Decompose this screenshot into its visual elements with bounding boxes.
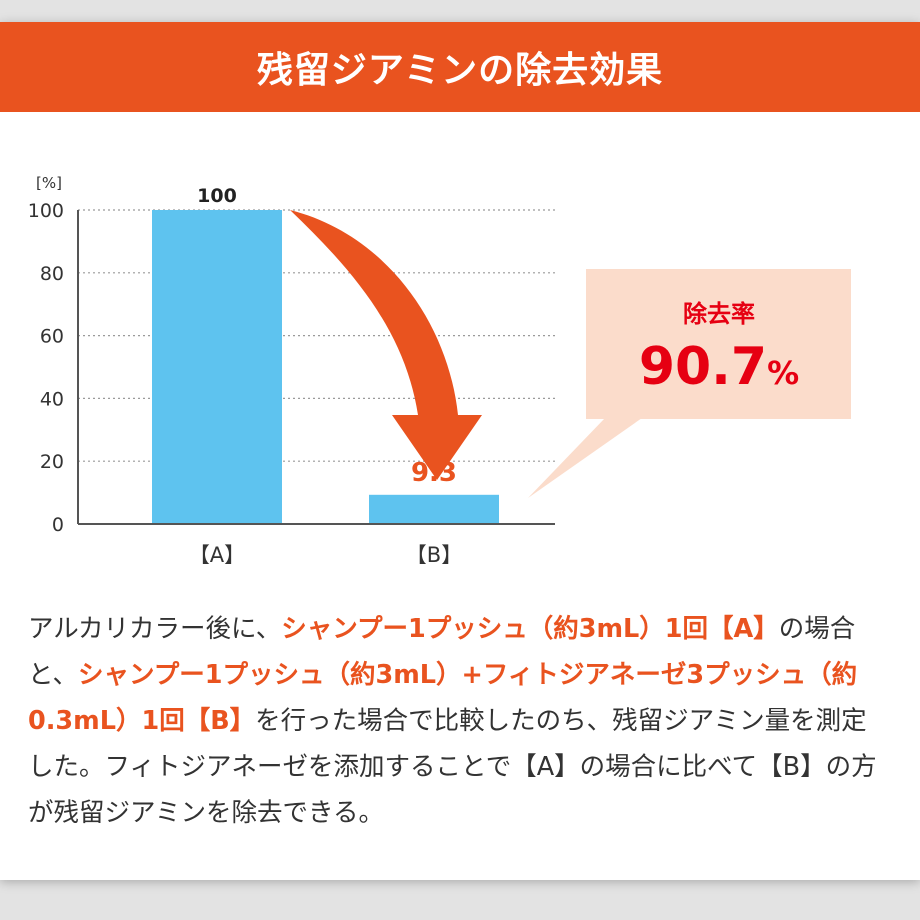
y-tick-label: 20 [40, 451, 64, 473]
highlighted-text: シャンプー1プッシュ（約3mL）+フィトジアネーゼ3プッシュ（約0.3mL）1回… [28, 660, 858, 736]
removal-rate-label: 除去率 [683, 300, 755, 328]
bar-0 [152, 210, 282, 524]
removal-rate-unit: % [767, 354, 799, 392]
title-banner: 残留ジアミンの除去効果 [0, 22, 920, 112]
y-tick-label: 60 [40, 326, 64, 348]
y-tick-labels: 0 20 40 60 80 100 [28, 200, 64, 536]
y-tick-label: 100 [28, 200, 64, 222]
removal-rate-value: 90.7% [639, 337, 799, 397]
removal-rate-callout [586, 269, 851, 419]
y-tick-label: 80 [40, 263, 64, 285]
x-tick-label: 【B】 [406, 543, 462, 567]
x-tick-labels: 【A】 【B】 [189, 543, 462, 567]
callout-pointer [528, 418, 642, 498]
grid-lines [78, 209, 555, 462]
y-unit-label: [%] [36, 174, 62, 192]
bars [152, 210, 499, 524]
bar-1 [369, 494, 499, 524]
y-tick-label: 0 [52, 514, 64, 536]
reduction-arrow [290, 210, 482, 480]
description-segment: アルカリカラー後に、 [28, 614, 282, 644]
y-tick-label: 40 [40, 388, 64, 410]
description-text: アルカリカラー後に、シャンプー1プッシュ（約3mL）1回【A】の場合と、シャンプ… [28, 606, 892, 836]
data-label: 100 [197, 185, 237, 207]
description-segment: の場合と、 [28, 614, 856, 690]
highlighted-text: シャンプー1プッシュ（約3mL）1回【A】 [281, 614, 779, 644]
description-segment: を行った場合で比較したのち、残留ジアミン量を測定した。フィトジアネーゼを添加する… [28, 706, 877, 828]
x-tick-label: 【A】 [189, 543, 245, 567]
removal-rate-number: 90.7 [639, 337, 767, 397]
page-title: 残留ジアミンの除去効果 [256, 50, 664, 91]
